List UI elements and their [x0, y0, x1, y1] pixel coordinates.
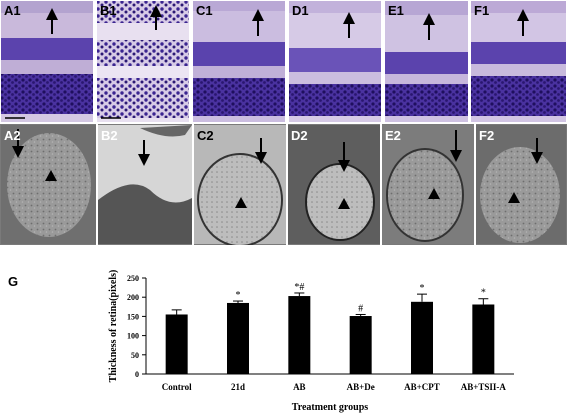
panel-label-f2: F2	[479, 128, 494, 143]
chart-panel-label: G	[8, 274, 18, 289]
significance-marker: #	[358, 303, 363, 314]
y-tick-label: 100	[127, 332, 139, 341]
y-tick-label: 0	[135, 370, 139, 379]
histology-row: A1 B1 C1 D1 E1 F1	[1, 0, 566, 123]
panel-label-c1: C1	[196, 3, 213, 18]
significance-marker: *	[236, 290, 241, 301]
panel-label-d1: D1	[292, 3, 309, 18]
panel-a2	[1, 125, 96, 244]
panel-label-e2: E2	[385, 128, 401, 143]
panel-a1	[1, 1, 93, 122]
x-tick-label: AB+De	[347, 382, 375, 392]
x-axis-label: Treatment groups	[292, 402, 368, 413]
panel-label-d2: D2	[291, 128, 308, 143]
panel-label-b1: B1	[100, 3, 117, 18]
panel-b1	[97, 1, 189, 122]
panel-label-e1: E1	[388, 3, 404, 18]
membrane-arrows	[12, 129, 543, 172]
y-tick-label: 250	[127, 274, 139, 283]
panel-c1	[193, 1, 285, 122]
x-tick-label: AB+TSII-A	[461, 382, 507, 392]
bottom-row-labels: A2 B2 C2 D2 E2 F2	[4, 128, 494, 143]
x-tick-label: Control	[162, 382, 192, 392]
panel-e2	[382, 125, 474, 244]
y-tick-label: 150	[127, 312, 139, 321]
y-tick-label: 200	[127, 293, 139, 302]
bar-ab-cpt	[411, 301, 433, 374]
bar-ab-tsii-a	[472, 304, 495, 374]
layer-arrows	[46, 5, 529, 40]
panel-d1	[289, 1, 381, 122]
panel-label-b2: B2	[101, 128, 118, 143]
bar-control	[165, 314, 188, 374]
x-tick-label: AB+CPT	[404, 382, 440, 392]
panel-dividers-bottom	[96, 124, 476, 245]
y-tick-label: 50	[131, 351, 139, 360]
electron-micrograph-row: A2 B2 C2 D2 E2 F2	[0, 124, 567, 245]
y-axis-label: Thickness of retina(pixels)	[108, 270, 119, 383]
bar-ab-de	[349, 316, 372, 374]
top-row-labels: A1 B1 C1 D1 E1 F1	[4, 3, 489, 18]
panel-label-a1: A1	[4, 3, 21, 18]
nucleus-markers	[45, 170, 520, 209]
x-tick-label: 21d	[231, 382, 245, 392]
panel-d2	[288, 125, 380, 244]
micrograph-panels: A1 B1 C1 D1 E1 F1	[0, 0, 567, 245]
panel-label-a2: A2	[4, 128, 21, 143]
panel-label-f1: F1	[474, 3, 489, 18]
panel-f1	[471, 1, 566, 122]
significance-marker: *	[481, 288, 486, 299]
panel-dividers	[94, 0, 471, 123]
panel-label-c2: C2	[197, 128, 214, 143]
significance-marker: *	[420, 283, 425, 294]
significance-marker: *#	[294, 282, 304, 293]
x-tick-label: AB	[293, 382, 306, 392]
bar-21d	[227, 302, 249, 374]
bar-ab	[288, 296, 311, 374]
panel-f2	[476, 125, 566, 244]
